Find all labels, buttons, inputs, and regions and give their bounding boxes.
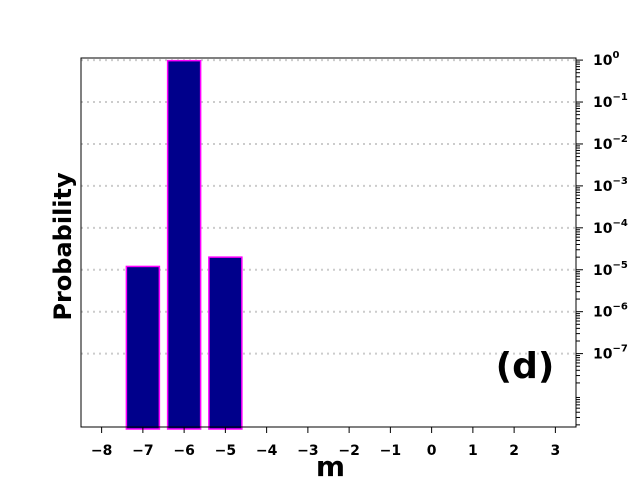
y-tick-label: 10−5 <box>593 260 628 279</box>
plot-frame <box>80 57 577 428</box>
x-axis-title: m <box>316 450 345 480</box>
x-tick-label: −3 <box>297 443 318 459</box>
bars <box>125 59 243 430</box>
x-tick-label: −8 <box>91 443 112 459</box>
x-tick-label: −5 <box>215 443 236 459</box>
y-tick-label: 10−2 <box>593 134 628 153</box>
x-tick-label: −7 <box>132 443 153 459</box>
x-tick-label: 3 <box>551 443 561 459</box>
bar <box>208 256 243 430</box>
x-tick-label: 1 <box>468 443 478 459</box>
bar <box>125 265 161 430</box>
x-tick-label: −6 <box>173 443 194 459</box>
bar <box>166 59 202 430</box>
y-tick-label: 10−7 <box>593 344 628 363</box>
grid-lines <box>81 59 576 355</box>
panel-label: (d) <box>496 346 555 387</box>
y-tick-label: 10−3 <box>593 176 628 195</box>
x-axis-ticks: −8 −7 −6 −5 −4 −3 −2 −1 0 1 2 3 <box>91 427 560 459</box>
y-axis-title: Probability <box>49 172 77 321</box>
x-tick-label: 2 <box>509 443 519 459</box>
x-tick-label: −2 <box>338 443 359 459</box>
y-tick-label: 10−4 <box>593 218 628 237</box>
y-tick-label: 10−1 <box>593 92 628 111</box>
y-tick-label: 10−6 <box>593 302 628 321</box>
x-tick-label: −1 <box>380 443 401 459</box>
x-tick-label: 0 <box>427 443 437 459</box>
y-axis-ticks: 100 10−1 10−2 10−3 10−4 10−5 10−6 10−7 <box>576 50 628 426</box>
x-tick-label: −4 <box>256 443 278 459</box>
y-tick-label: 100 <box>593 50 619 69</box>
